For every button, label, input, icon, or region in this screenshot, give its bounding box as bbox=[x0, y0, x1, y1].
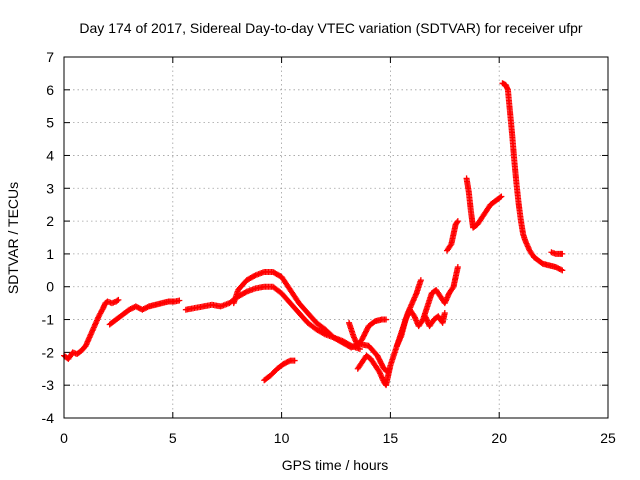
series-track bbox=[422, 309, 448, 330]
chart-title: Day 174 of 2017, Sidereal Day-to-day VTE… bbox=[79, 20, 583, 36]
data-point bbox=[114, 297, 121, 304]
data-point bbox=[417, 277, 424, 284]
series-track bbox=[443, 218, 461, 254]
x-tick-label: 20 bbox=[491, 430, 507, 446]
data-point bbox=[454, 219, 461, 226]
series-track bbox=[393, 264, 461, 349]
y-axis-label: SDTVAR / TECUs bbox=[5, 182, 21, 294]
data-point bbox=[454, 264, 461, 271]
grid-lines bbox=[64, 57, 608, 418]
series-track bbox=[548, 249, 566, 257]
data-point bbox=[115, 296, 122, 303]
data-point bbox=[176, 297, 183, 304]
y-tick-label: -1 bbox=[42, 312, 55, 328]
data-point bbox=[497, 194, 504, 201]
y-tick-label: 3 bbox=[46, 180, 54, 196]
x-tick-label: 15 bbox=[383, 430, 399, 446]
data-point bbox=[449, 285, 456, 292]
data-point bbox=[285, 358, 292, 365]
series-track bbox=[230, 268, 392, 376]
data-point bbox=[557, 266, 564, 273]
series-track bbox=[61, 296, 122, 362]
data-point bbox=[559, 250, 566, 257]
y-tick-label: 5 bbox=[46, 115, 54, 131]
data-point bbox=[291, 357, 298, 364]
data-point bbox=[559, 267, 566, 274]
plot-frame bbox=[63, 56, 609, 419]
y-tick-label: -4 bbox=[42, 410, 55, 426]
data-point bbox=[251, 272, 258, 279]
y-tick-label: 4 bbox=[46, 147, 54, 163]
y-tick-label: 0 bbox=[46, 279, 54, 295]
series-track bbox=[499, 80, 566, 274]
data-point bbox=[320, 330, 327, 337]
data-points bbox=[61, 80, 566, 389]
data-point bbox=[242, 289, 249, 296]
data-point bbox=[383, 316, 390, 323]
axis-ticks: 0 5 10 15 20 25 -4 -3 -2 -1 0 1 2 3 4 5 6 7 bbox=[42, 49, 616, 446]
y-tick-label: -3 bbox=[42, 377, 55, 393]
data-point bbox=[441, 309, 448, 316]
y-tick-label: 2 bbox=[46, 213, 54, 229]
series-track bbox=[463, 175, 505, 231]
data-point bbox=[454, 218, 461, 225]
series-track bbox=[261, 357, 298, 384]
y-tick-label: 6 bbox=[46, 82, 54, 98]
y-tick-label: 7 bbox=[46, 49, 54, 65]
x-tick-label: 5 bbox=[169, 430, 177, 446]
y-tick-label: -2 bbox=[42, 344, 55, 360]
y-tick-label: 1 bbox=[46, 246, 54, 262]
x-tick-label: 0 bbox=[60, 430, 68, 446]
x-tick-label: 10 bbox=[274, 430, 290, 446]
data-point bbox=[447, 242, 454, 249]
series-track bbox=[106, 297, 183, 328]
data-point bbox=[498, 193, 505, 200]
x-tick-label: 25 bbox=[600, 430, 616, 446]
x-axis-label: GPS time / hours bbox=[282, 457, 389, 473]
series-track bbox=[346, 316, 390, 349]
